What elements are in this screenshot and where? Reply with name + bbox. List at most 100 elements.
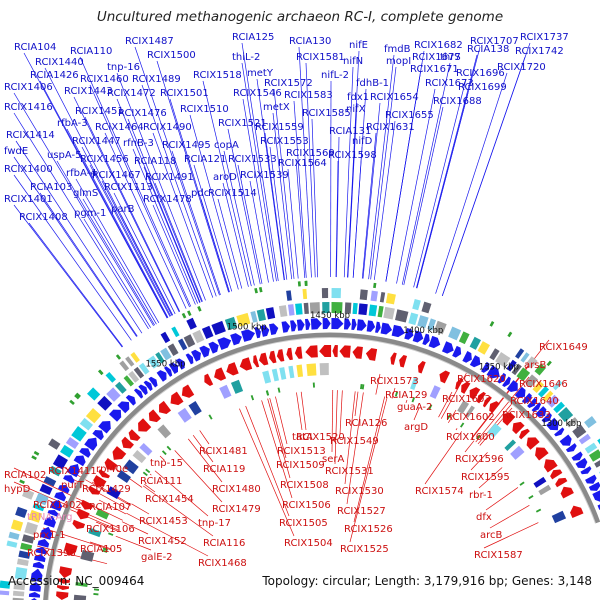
label-leader-line (349, 397, 388, 543)
reverse-gene-label: hypD (4, 484, 31, 495)
forward-gene-arrow (343, 318, 351, 330)
forward-cog-block (65, 436, 79, 450)
forward-gene-label: RCIA110 (70, 46, 112, 57)
forward-cog-block (265, 307, 276, 320)
forward-cog-block (85, 407, 102, 424)
forward-gene-arrow (28, 591, 41, 598)
forward-gene-arrow (37, 538, 50, 548)
label-leader-line (104, 132, 187, 309)
reverse-cog-block (410, 377, 419, 390)
forward-gene-arrow (54, 491, 67, 502)
label-leader-line (42, 527, 112, 551)
forward-cog-block (211, 320, 226, 336)
map-title: Uncultured methanogenic archaeon RC-I, c… (96, 9, 504, 25)
forward-gene-arrow (191, 349, 201, 362)
forward-gene-arrow (47, 509, 59, 517)
label-leader-line (89, 541, 112, 550)
kbp-tick-label: 1500 kbp (227, 323, 267, 333)
reverse-gene-label: prx1-1 (33, 530, 65, 541)
label-leader-line (245, 405, 290, 517)
forward-gene-label: glmS (73, 188, 98, 199)
reverse-gene-arrow (365, 348, 378, 361)
forward-cog-block (177, 338, 188, 351)
reverse-cog-block (504, 439, 517, 451)
forward-cog-block (28, 509, 43, 523)
label-leader-line (192, 434, 214, 463)
reverse-gene-arrow (64, 542, 78, 556)
forward-cog-block-outer (534, 363, 547, 376)
reverse-gene-arrow (57, 578, 71, 584)
forward-cog-block (377, 305, 384, 318)
reverse-gene-label: RCIX1646 (519, 379, 568, 390)
forward-gene-label: RCIX1654 (370, 92, 419, 103)
forward-gene-label: RCIX1464 (95, 122, 144, 133)
forward-gene-arrow (143, 380, 153, 392)
reverse-gene-arrow (259, 352, 269, 366)
forward-gene-arrow (546, 417, 559, 431)
forward-cog-block-outer (0, 580, 11, 589)
reverse-gene-arrow (476, 391, 486, 404)
forward-gene-arrow (391, 324, 405, 338)
forward-gene-arrow (63, 475, 75, 484)
rna-tick-outer (74, 394, 80, 400)
rna-tick-inner (411, 397, 416, 403)
reverse-gene-label: RCIX1596 (455, 454, 504, 465)
forward-gene-label: RCIX1559 (255, 122, 304, 133)
forward-gene-arrow (79, 448, 91, 458)
label-leader-line (256, 78, 285, 281)
forward-gene-label: RCIA138 (467, 44, 509, 55)
reverse-gene-label: RCIX1429 (82, 484, 131, 495)
rna-tick-inner (519, 481, 525, 486)
forward-gene-label: RCIX1569 (286, 148, 335, 159)
forward-cog-block (344, 302, 352, 314)
forward-cog-block (427, 318, 437, 331)
forward-cog-block (201, 325, 214, 340)
reverse-gene-arrow (214, 367, 227, 381)
rna-tick-outer (258, 286, 263, 293)
reverse-gene-label: RCIX1640 (510, 396, 559, 407)
forward-gene-arrow (559, 434, 572, 446)
label-leader-line (200, 198, 230, 293)
label-leader-line (143, 166, 201, 303)
forward-gene-arrow (58, 484, 70, 494)
forward-cog-block (578, 433, 591, 445)
forward-gene-arrow (506, 380, 518, 393)
forward-gene-label: RCIX1742 (515, 46, 564, 57)
label-leader-line (424, 431, 462, 485)
label-leader-line (39, 80, 168, 319)
label-leader-line (75, 178, 160, 323)
reverse-gene-label: RCIX1504 (284, 538, 333, 549)
forward-gene-arrow (34, 554, 46, 563)
reverse-gene-label: RCIX1573 (370, 376, 419, 387)
reverse-gene-label: RCIX1506 (282, 500, 331, 511)
forward-cog-block (331, 302, 343, 314)
forward-gene-label: RCIX1489 (132, 74, 181, 85)
forward-cog-block (97, 395, 113, 411)
forward-gene-label: RCIX1414 (6, 130, 55, 141)
forward-gene-label: RCIX1490 (143, 122, 192, 133)
rna-tick-inner (459, 422, 465, 428)
forward-gene-label: nifX (346, 104, 366, 115)
label-leader-line (370, 66, 397, 280)
forward-gene-label: RCIX1631 (366, 122, 415, 133)
forward-gene-label: RCIX1416 (4, 102, 53, 113)
reverse-gene-label: RCIX1452 (138, 536, 187, 547)
reverse-gene-label: RCIX1508 (280, 480, 329, 491)
forward-cog-block (558, 407, 574, 423)
forward-gene-arrow (254, 326, 261, 339)
reverse-gene-label: RCIX1479 (212, 504, 261, 515)
reverse-cog-block (123, 459, 139, 475)
forward-gene-arrow (535, 406, 547, 418)
reverse-gene-arrow (93, 475, 107, 488)
rna-tick-inner (528, 495, 534, 500)
label-leader-line (116, 72, 206, 301)
forward-gene-label: metX (263, 102, 290, 113)
backbone-arc (43, 332, 600, 600)
label-leader-line (142, 485, 214, 537)
reverse-gene-label: RCIX1453 (139, 516, 188, 527)
forward-cog-block (48, 465, 62, 477)
forward-gene-label: RCIX1533 (228, 154, 277, 165)
forward-gene-label: RCIX1707 (470, 36, 519, 47)
reverse-gene-arrow (148, 409, 161, 423)
rna-tick-inner (394, 391, 399, 397)
